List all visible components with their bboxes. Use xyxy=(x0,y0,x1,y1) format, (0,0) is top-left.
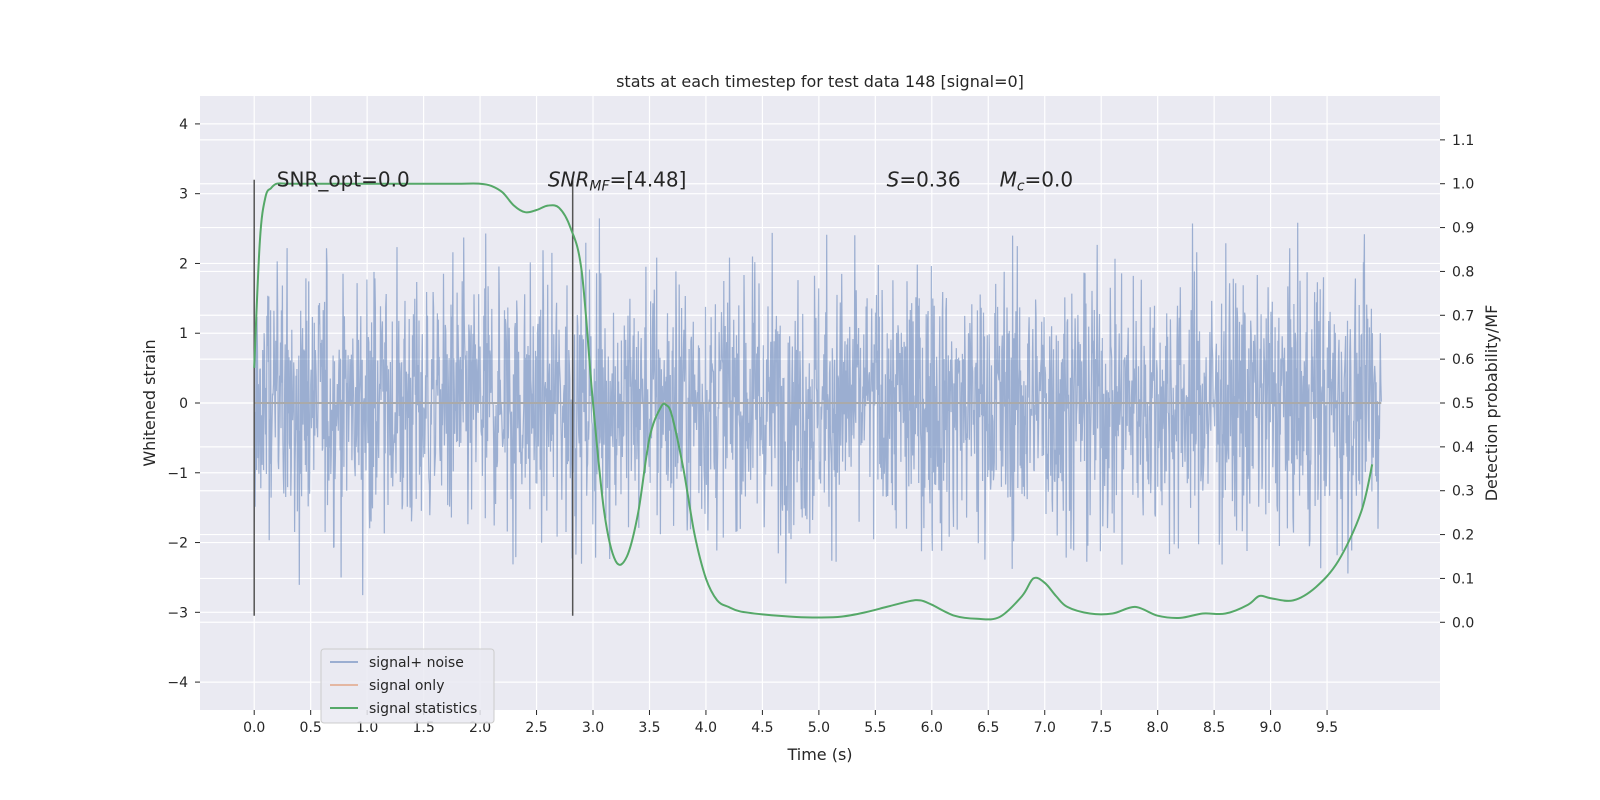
legend-label-signal-statistics: signal statistics xyxy=(369,701,477,717)
legend: signal+ noise signal only signal statist… xyxy=(320,648,495,724)
y2-tick-label: 0.8 xyxy=(1452,264,1474,280)
y2-tick-label: 0.6 xyxy=(1452,352,1474,368)
x-axis-ticks: 0.0 0.5 1.0 1.5 2.0 2.5 3.0 3.5 4.0 4.5 5.0 5.5 6.0 6… xyxy=(243,710,1338,736)
y2-tick-label: 1.1 xyxy=(1452,133,1474,149)
y2-tick-label: 0.4 xyxy=(1452,440,1474,456)
annotations: SNR_opt=0.0 SNRMF=[4.48] S=0.36 Mc=0.0 xyxy=(277,168,1073,195)
annotation-1: SNRMF=[4.48] xyxy=(548,168,687,195)
x-tick-label: 3.0 xyxy=(582,720,604,736)
x-tick-label: 4.0 xyxy=(695,720,717,736)
vertical-markers xyxy=(253,179,574,616)
x-tick-label: 9.5 xyxy=(1316,720,1338,736)
x-axis-label: Time (s) xyxy=(786,745,852,764)
y2-axis-ticks: 0.0 0.1 0.2 0.3 0.4 0.5 0.6 0.7 0.8 0.9 1.0 1.1 xyxy=(1440,133,1474,631)
annotation-2: S=0.36 xyxy=(887,168,961,192)
y2-tick-label: 0.5 xyxy=(1452,396,1474,412)
y2-axis-label: Detection probability/MF xyxy=(1482,305,1501,502)
series-signal-noise xyxy=(253,218,1382,596)
x-tick-label: 0.5 xyxy=(300,720,322,736)
chart-title: stats at each timestep for test data 148… xyxy=(616,72,1024,91)
y-tick-label: 0 xyxy=(179,396,188,412)
y-tick-label: −2 xyxy=(167,536,188,552)
x-tick-label: 2.5 xyxy=(525,720,547,736)
annotation-3: Mc=0.0 xyxy=(1000,168,1074,195)
y-tick-label: 4 xyxy=(179,117,188,133)
x-tick-label: 4.5 xyxy=(751,720,773,736)
y-tick-label: −1 xyxy=(167,466,188,482)
y2-tick-label: 1.0 xyxy=(1452,177,1474,193)
x-tick-label: 1.5 xyxy=(412,720,434,736)
y-tick-label: 3 xyxy=(179,187,188,203)
x-tick-label: 5.0 xyxy=(808,720,830,736)
x-tick-label: 0.0 xyxy=(243,720,265,736)
x-tick-label: 1.0 xyxy=(356,720,378,736)
y-tick-label: −3 xyxy=(167,605,188,621)
y2-tick-label: 0.0 xyxy=(1452,615,1474,631)
y-axis-ticks: −4 −3 −2 −1 0 1 2 3 4 xyxy=(167,117,200,691)
legend-frame xyxy=(320,648,495,724)
x-tick-label: 8.5 xyxy=(1203,720,1225,736)
legend-label-signal-only: signal only xyxy=(369,678,444,694)
y2-tick-label: 0.7 xyxy=(1452,308,1474,324)
legend-label-signal-noise: signal+ noise xyxy=(369,655,464,671)
y2-tick-label: 0.9 xyxy=(1452,221,1474,237)
y-tick-label: −4 xyxy=(167,675,188,691)
y-axis-label: Whitened strain xyxy=(140,339,159,466)
x-tick-label: 6.0 xyxy=(921,720,943,736)
annotation-0: SNR_opt=0.0 xyxy=(277,168,410,192)
series-signal-statistics xyxy=(253,182,1374,621)
y2-tick-label: 0.3 xyxy=(1452,484,1474,500)
x-tick-label: 6.5 xyxy=(977,720,999,736)
x-tick-label: 5.5 xyxy=(864,720,886,736)
y-tick-label: 1 xyxy=(179,326,188,342)
y-tick-label: 2 xyxy=(179,256,188,272)
y2-tick-label: 0.1 xyxy=(1452,571,1474,587)
x-tick-label: 7.0 xyxy=(1034,720,1056,736)
noise-trace xyxy=(253,218,1382,596)
x-tick-label: 2.0 xyxy=(469,720,491,736)
y2-tick-label: 0.2 xyxy=(1452,528,1474,544)
x-tick-label: 7.5 xyxy=(1090,720,1112,736)
statistics-line xyxy=(253,182,1374,621)
x-tick-label: 3.5 xyxy=(638,720,660,736)
x-tick-label: 9.0 xyxy=(1259,720,1281,736)
x-tick-label: 8.0 xyxy=(1147,720,1169,736)
